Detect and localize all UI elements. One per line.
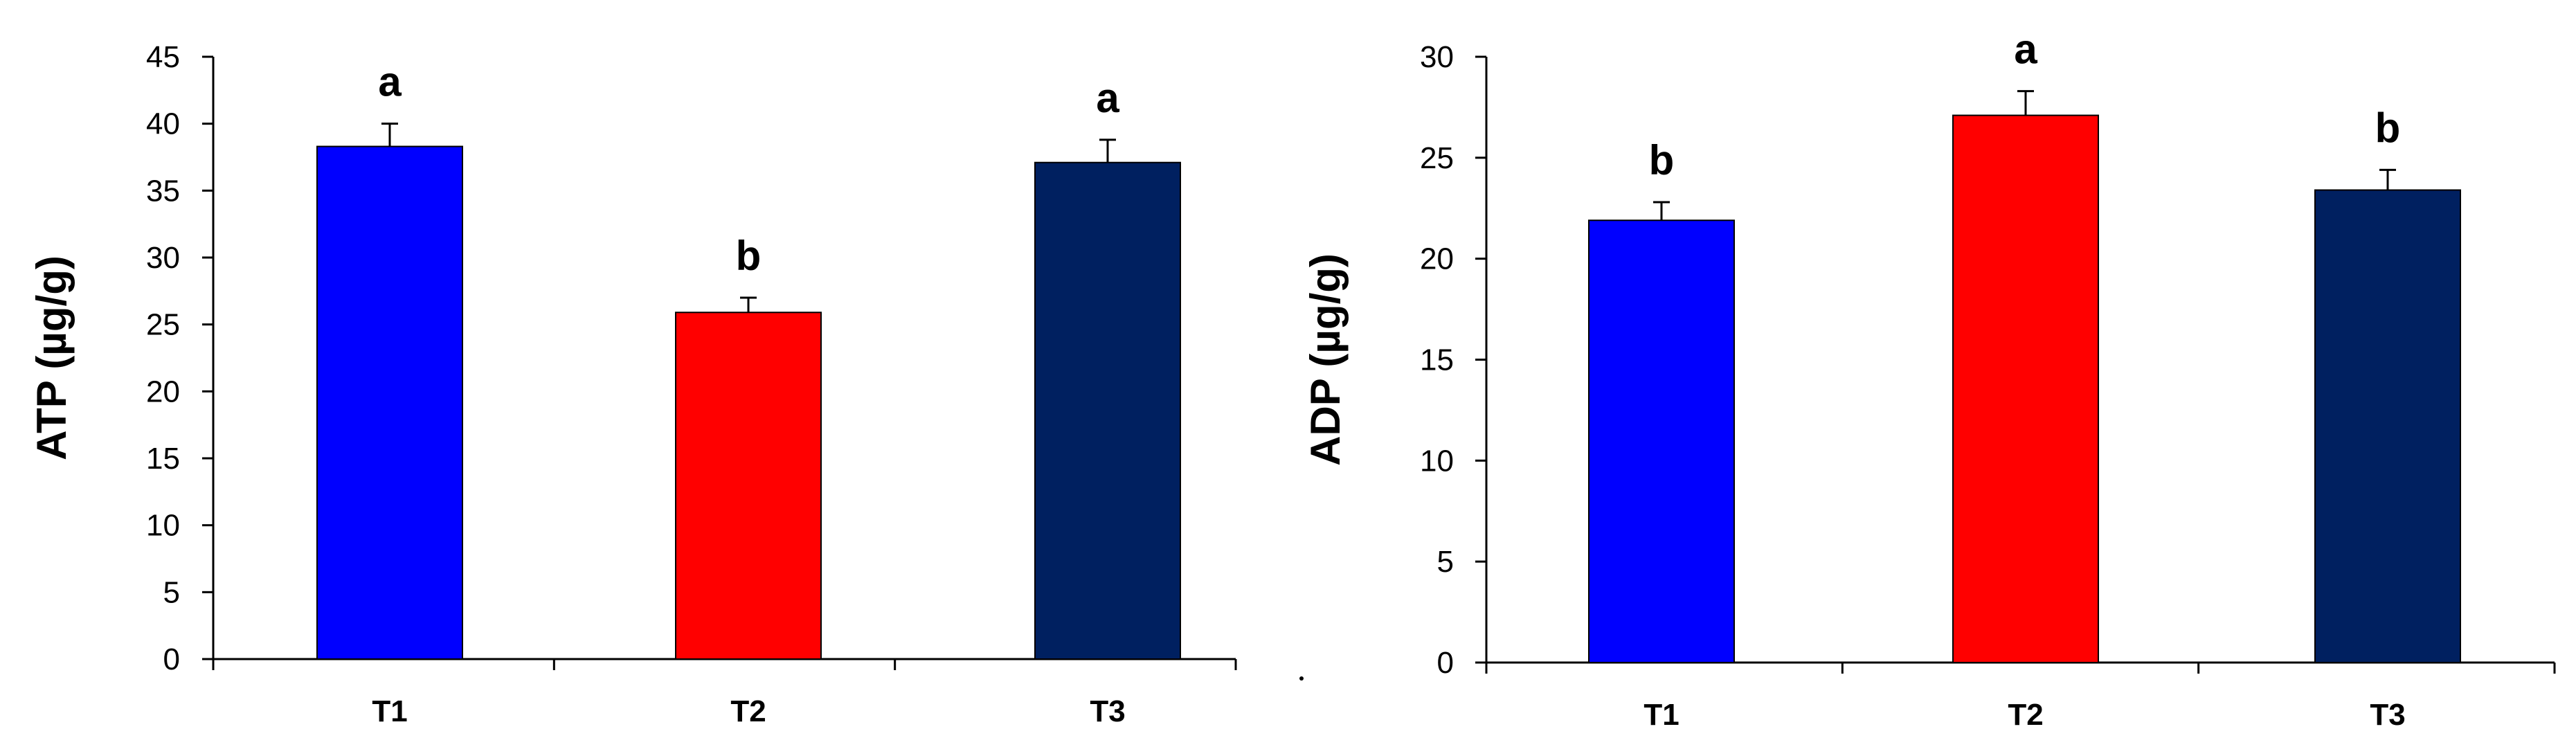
y-axis-title: ATP (µg/g) bbox=[28, 255, 75, 460]
atp-bar-chart: 0 5 10 15 20 25 30 35 40 45 a T1 b T2 a T3 ATP (µg/g) bbox=[28, 40, 1237, 728]
y-tick-label: 10 bbox=[1420, 444, 1454, 478]
bar-t3 bbox=[2314, 189, 2461, 663]
y-tick-label: 0 bbox=[163, 642, 180, 676]
y-tick-label: 25 bbox=[146, 308, 180, 342]
x-category-label: T3 bbox=[1090, 694, 1125, 728]
y-axis-title: ADP (µg/g) bbox=[1302, 253, 1349, 466]
y-tick-label: 30 bbox=[1420, 40, 1454, 74]
bar-t1 bbox=[316, 145, 463, 660]
bar-t1 bbox=[1588, 219, 1735, 663]
significance-letter: b bbox=[2375, 105, 2401, 151]
y-tick-label: 20 bbox=[146, 375, 180, 408]
y-tick-label: 45 bbox=[146, 40, 180, 74]
y-tick-label: 30 bbox=[146, 241, 180, 275]
y-tick-label: 15 bbox=[146, 442, 180, 476]
x-category-label: T2 bbox=[2008, 698, 2043, 732]
significance-letter: a bbox=[378, 59, 402, 105]
y-tick-label: 5 bbox=[1437, 545, 1454, 579]
y-tick-label: 40 bbox=[146, 107, 180, 141]
x-category-label: T1 bbox=[372, 694, 407, 728]
y-tick-label: 10 bbox=[146, 509, 180, 543]
y-tick-label: 5 bbox=[163, 575, 180, 609]
bar-t2 bbox=[1952, 114, 2099, 664]
x-category-label: T1 bbox=[1643, 698, 1679, 732]
stray-dot bbox=[1299, 676, 1304, 681]
adp-bar-chart: 0 5 10 15 20 25 30 b T1 a T2 b T3 ADP (µg/g) bbox=[1302, 26, 2556, 732]
x-category-label: T3 bbox=[2370, 698, 2405, 732]
x-category-label: T2 bbox=[730, 694, 766, 728]
significance-letter: a bbox=[1096, 75, 1119, 121]
y-tick-label: 25 bbox=[1420, 141, 1454, 175]
y-tick-label: 15 bbox=[1420, 343, 1454, 377]
significance-letter: b bbox=[736, 233, 762, 279]
y-tick-label: 35 bbox=[146, 174, 180, 208]
significance-letter: b bbox=[1649, 137, 1675, 183]
bar-t2 bbox=[675, 312, 822, 660]
bar-t3 bbox=[1034, 161, 1181, 660]
y-tick-label: 20 bbox=[1420, 242, 1454, 276]
significance-letter: a bbox=[2014, 26, 2037, 73]
y-tick-label: 0 bbox=[1437, 646, 1454, 680]
